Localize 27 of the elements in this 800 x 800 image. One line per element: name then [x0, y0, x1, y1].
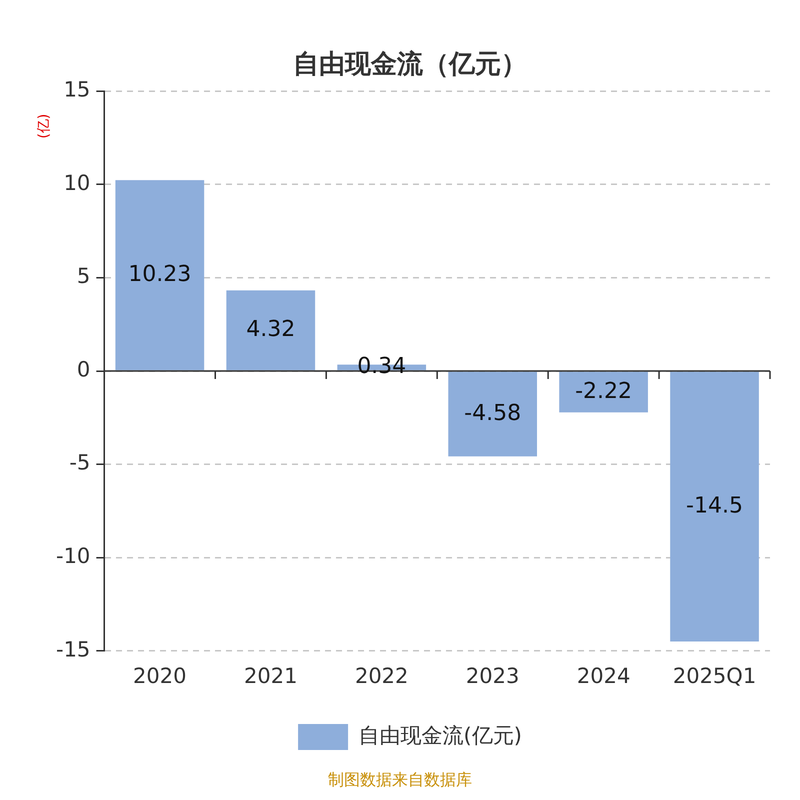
- bar: [559, 372, 648, 412]
- bar: [226, 290, 316, 370]
- x-tick-label: 2023: [466, 664, 520, 688]
- text: 制图数据来自数据库: [327, 770, 473, 791]
- x-tick-label: 2020: [133, 664, 186, 688]
- data-label: -14.5: [686, 493, 743, 518]
- y-tick-label: -15: [56, 637, 90, 662]
- bar: [670, 372, 759, 642]
- y-tick-label: -5: [69, 450, 90, 475]
- legend-label: 自由现金流(亿元): [358, 723, 522, 748]
- x-tick-label: 2021: [244, 664, 298, 688]
- chart-title: 自由现金流（亿元）: [293, 49, 527, 80]
- data-label: -4.58: [464, 400, 522, 426]
- bar: [115, 180, 204, 370]
- data-label: 10.23: [128, 262, 192, 287]
- data-label: -2.22: [575, 378, 632, 404]
- y-tick-label: 5: [76, 264, 90, 288]
- data-label: 4.32: [246, 317, 296, 342]
- bar: [448, 372, 538, 456]
- y-tick-label: 15: [64, 78, 90, 102]
- x-tick-label: 2022: [354, 664, 408, 688]
- y-tick-label: 10: [64, 170, 90, 195]
- x-tick-label: 2024: [576, 664, 630, 688]
- x-tick-label: 2025Q1: [672, 664, 756, 688]
- y-axis-title: (亿): [36, 114, 52, 139]
- y-tick-label: -10: [56, 544, 90, 568]
- y-tick-label: 0: [76, 357, 90, 382]
